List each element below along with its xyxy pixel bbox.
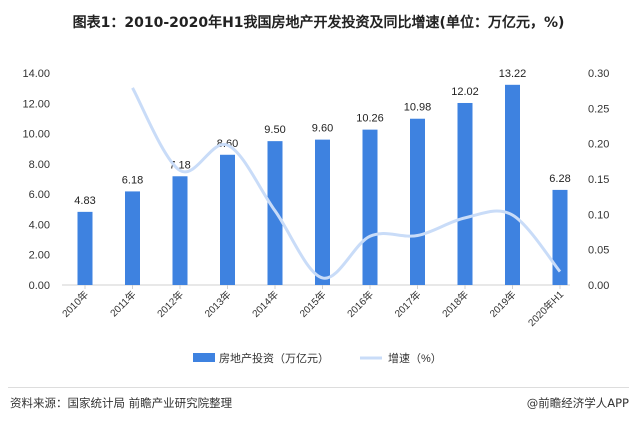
- bar: [457, 102, 473, 286]
- right-tick-label: 0.20: [588, 139, 609, 151]
- x-tick-label: 2020年H1: [525, 288, 566, 329]
- bar: [362, 129, 378, 285]
- right-tick-label: 0.05: [588, 245, 609, 257]
- growth-line: [131, 87, 562, 280]
- bar: [125, 191, 140, 285]
- legend-bar-swatch: [193, 353, 215, 362]
- brand-label: @前瞻经济学人APP: [526, 396, 629, 410]
- left-tick-label: 12.00: [22, 98, 50, 110]
- left-tick-label: 2.00: [29, 250, 50, 262]
- x-tick-label: 2014年: [249, 288, 281, 320]
- x-tick-label: 2015年: [297, 288, 329, 320]
- bar-data-label: 12.02: [451, 86, 479, 98]
- left-tick-label: 8.00: [29, 159, 50, 171]
- bar-data-label: 10.98: [404, 102, 432, 114]
- bar: [505, 84, 520, 285]
- x-tick-label: 2010年: [59, 288, 91, 320]
- x-tick-label: 2012年: [154, 288, 186, 320]
- bar-data-label: 4.83: [74, 195, 95, 207]
- chart-title: 图表1：2010-2020年H1我国房地产开发投资及同比增速(单位：万亿元，%): [72, 15, 565, 31]
- bar-data-label: 9.50: [264, 124, 285, 136]
- bar-data-label: 9.60: [312, 123, 333, 135]
- source-note: 资料来源：国家统计局 前瞻产业研究院整理: [10, 396, 233, 410]
- legend-line-label: 增速（%）: [388, 351, 442, 365]
- bar: [77, 211, 93, 285]
- chart: 0.00 2.00 4.00 6.00 8.00 10.00 12.00 14.00 0.00 0…: [22, 68, 609, 365]
- bar: [552, 189, 568, 285]
- left-tick-label: 10.00: [22, 129, 50, 141]
- bar-data-label: 10.26: [356, 113, 384, 125]
- left-tick-label: 14.00: [22, 68, 50, 80]
- x-tick-label: 2011年: [107, 288, 138, 319]
- bar-data-label: 7.18: [169, 159, 190, 171]
- x-tick-label: 2019年: [487, 288, 519, 320]
- left-tick-label: 4.00: [29, 219, 50, 231]
- bar: [220, 154, 235, 285]
- bar-data-label: 6.18: [122, 174, 143, 186]
- right-tick-label: 0.10: [588, 209, 609, 221]
- bar-data-label: 13.22: [499, 68, 527, 80]
- divider: [8, 387, 629, 388]
- left-tick-label: 6.00: [29, 189, 50, 201]
- right-tick-label: 0.25: [588, 103, 609, 115]
- legend-bar-label: 房地产投资（万亿元）: [219, 351, 329, 365]
- right-tick-label: 0.00: [588, 280, 609, 292]
- bar: [410, 118, 425, 285]
- x-tick-label: 2017年: [392, 288, 424, 320]
- right-tick-label: 0.15: [588, 174, 609, 186]
- right-tick-label: 0.30: [588, 68, 609, 80]
- x-tick-label: 2013年: [202, 288, 234, 320]
- bar: [315, 139, 330, 285]
- left-tick-label: 0.00: [29, 280, 50, 292]
- bar-data-label: 6.28: [549, 173, 570, 185]
- x-tick-label: 2016年: [344, 288, 376, 320]
- x-tick-label: 2018年: [439, 288, 471, 320]
- bar: [172, 176, 188, 285]
